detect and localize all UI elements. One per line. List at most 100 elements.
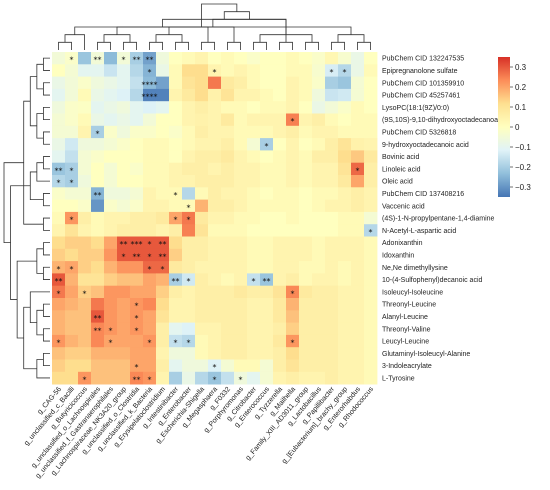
heatmap-cell <box>338 125 352 139</box>
heatmap-cell <box>364 261 378 274</box>
heatmap-cell <box>208 138 222 151</box>
heatmap-cell <box>156 359 170 373</box>
heatmap-cell <box>286 273 300 287</box>
heatmap-cell <box>104 248 118 262</box>
heatmap-cell <box>195 261 209 274</box>
heatmap-cell <box>117 52 131 65</box>
heatmap-cell <box>260 334 274 348</box>
significance-mark: * <box>122 56 126 65</box>
heatmap-cell <box>221 359 235 373</box>
heatmap-cell <box>234 236 248 250</box>
heatmap-cell <box>221 334 235 348</box>
heatmap-cell <box>312 347 326 360</box>
heatmap-cell <box>156 187 170 200</box>
heatmap-cell <box>325 125 339 139</box>
heatmap-cell <box>156 322 170 336</box>
heatmap-cell <box>273 175 287 188</box>
heatmap-cell <box>364 76 378 90</box>
heatmap-cell <box>130 64 144 77</box>
heatmap-cell <box>91 199 105 213</box>
heatmap-cell <box>156 52 170 65</box>
heatmap-cell <box>260 113 274 127</box>
row-label: L-Tyrosine <box>382 375 415 382</box>
row-label: PubChem CID 137408216 <box>382 191 464 198</box>
heatmap-cell <box>195 211 209 225</box>
heatmap-cell <box>52 101 66 114</box>
heatmap-cell <box>312 322 326 336</box>
heatmap-cell <box>338 52 352 65</box>
heatmap-cell <box>156 150 170 164</box>
heatmap-cell <box>182 52 196 65</box>
significance-mark: **** <box>142 80 158 89</box>
significance-mark: **** <box>142 93 158 102</box>
heatmap-cell <box>325 150 339 164</box>
heatmap-cell <box>65 187 79 200</box>
heatmap-cell <box>273 76 287 90</box>
heatmap-cell <box>91 113 105 127</box>
heatmap-cell <box>299 211 313 225</box>
heatmap-cell <box>143 88 157 102</box>
dendrogram-branch <box>337 34 365 43</box>
heatmap-cell <box>143 211 157 225</box>
heatmap-cell <box>130 285 144 299</box>
heatmap-cell <box>286 162 300 176</box>
heatmap-cell <box>169 113 183 127</box>
dendrogram-branch <box>43 303 50 317</box>
heatmap-cell <box>156 298 170 311</box>
heatmap-cell <box>169 334 183 348</box>
heatmap-cell <box>195 125 209 139</box>
heatmap-cell <box>221 273 235 287</box>
heatmap-cell <box>208 285 222 299</box>
heatmap-cell <box>91 101 105 114</box>
heatmap-cell <box>78 88 92 102</box>
heatmap-cell <box>143 101 157 114</box>
dendrogram-branch <box>29 76 37 127</box>
heatmap-cell <box>208 261 222 274</box>
heatmap-cell <box>351 261 365 274</box>
heatmap-cell <box>208 224 222 237</box>
heatmap-cell <box>91 273 105 287</box>
row-label: PubChem CID 132247535 <box>382 56 464 63</box>
heatmap-cell <box>247 285 261 299</box>
heatmap-cell <box>299 298 313 311</box>
heatmap-cell <box>65 285 79 299</box>
heatmap-cell <box>52 310 66 323</box>
heatmap-cell <box>65 175 79 188</box>
heatmap-cell <box>104 150 118 164</box>
heatmap-cell <box>260 236 274 250</box>
heatmap-cell <box>130 371 144 385</box>
heatmap-cell <box>286 359 300 373</box>
significance-mark: * <box>83 375 87 384</box>
heatmap-cell <box>312 64 326 77</box>
significance-mark: * <box>239 375 243 384</box>
heatmap-cell <box>273 211 287 225</box>
heatmap-cell <box>78 347 92 360</box>
heatmap-cell <box>273 285 287 299</box>
heatmap-cell <box>338 76 352 90</box>
heatmap-cell <box>182 113 196 127</box>
heatmap-cell <box>169 101 183 114</box>
heatmap-cell <box>130 273 144 287</box>
heatmap-cell <box>130 211 144 225</box>
heatmap-cell <box>117 359 131 373</box>
heatmap-cell <box>156 248 170 262</box>
heatmap-cell <box>299 76 313 90</box>
heatmap-cell <box>182 322 196 336</box>
row-label: Adonixanthin <box>382 240 423 247</box>
heatmap-cell <box>325 162 339 176</box>
color-legend: 0.3 0.2 0.1 0 −0.1 −0.2 −0.3 <box>498 57 531 197</box>
heatmap-cell <box>182 76 196 90</box>
dendrogram-branch <box>43 131 50 145</box>
heatmap-cell <box>221 310 235 323</box>
heatmap-cell <box>156 236 170 250</box>
heatmap-cell <box>338 211 352 225</box>
heatmap-cell <box>247 125 261 139</box>
heatmap-cell <box>169 298 183 311</box>
heatmap-cell <box>104 334 118 348</box>
heatmap-cell <box>325 175 339 188</box>
heatmap-cell <box>156 273 170 287</box>
heatmap-cell <box>286 224 300 237</box>
heatmap-cell <box>91 138 105 151</box>
heatmap-cell <box>208 359 222 373</box>
heatmap-cell <box>325 199 339 213</box>
